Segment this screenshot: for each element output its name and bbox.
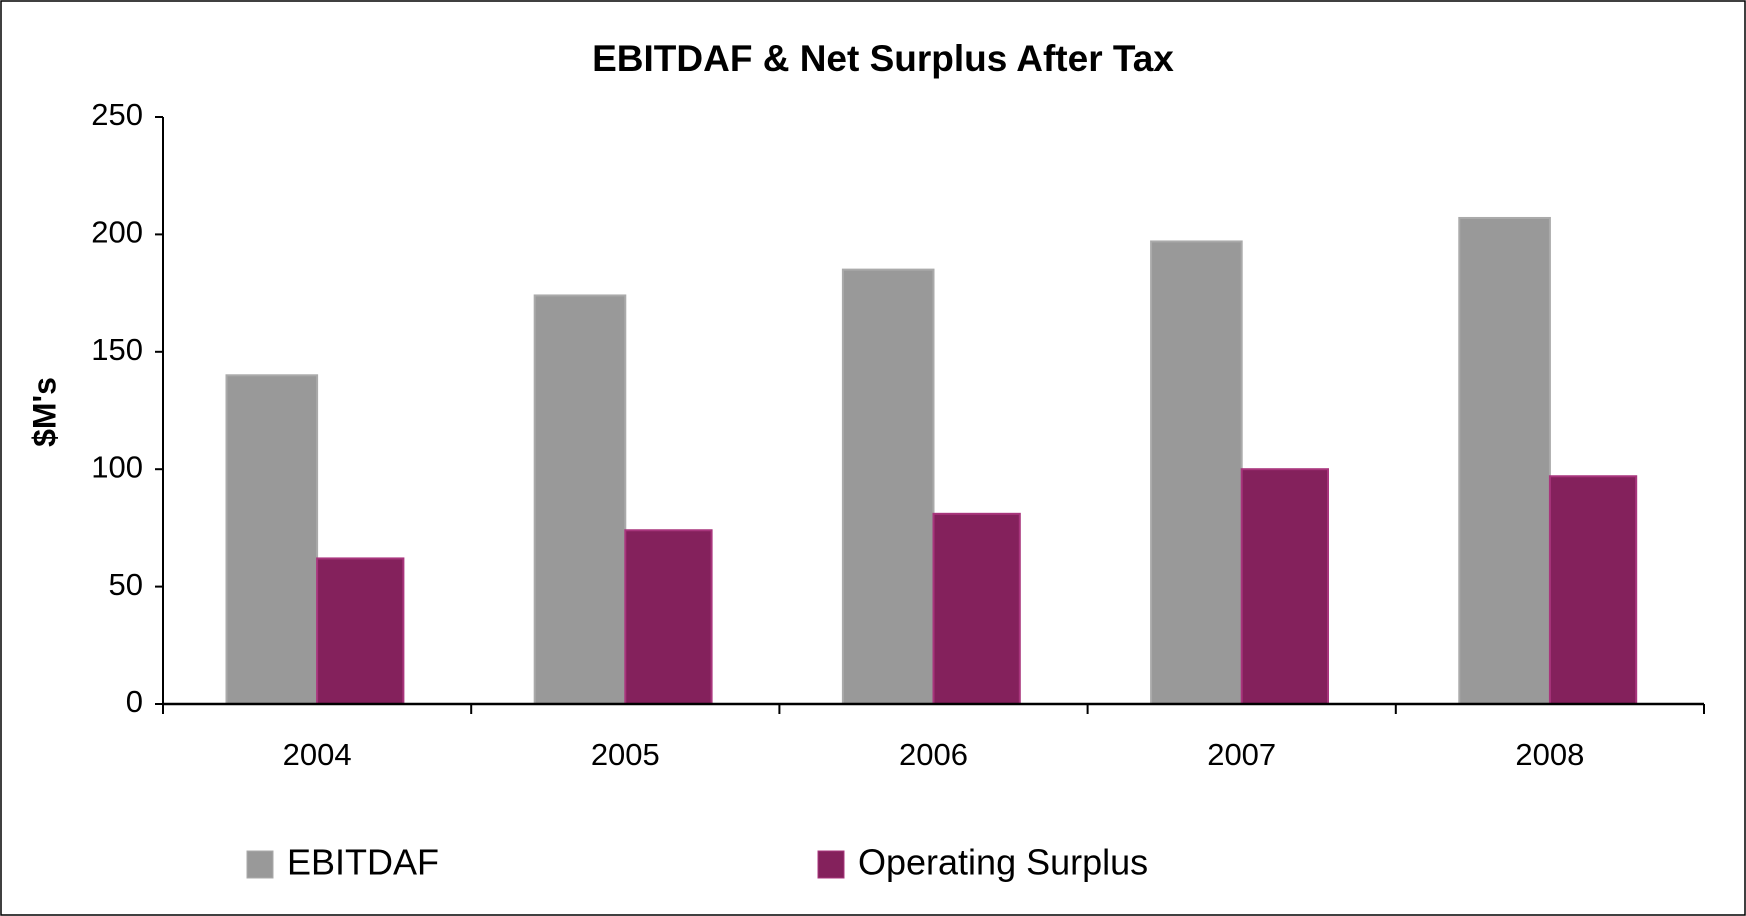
bar <box>1240 468 1329 706</box>
x-tick-label: 2008 <box>1515 737 1584 772</box>
bar <box>1548 475 1638 705</box>
bar <box>1458 216 1551 706</box>
y-tick-label: 200 <box>91 215 143 250</box>
bar <box>932 512 1021 706</box>
y-tick-label: 50 <box>109 567 143 602</box>
legend-label: Operating Surplus <box>858 842 1148 883</box>
y-tick-label: 150 <box>91 332 143 367</box>
y-tick-label: 100 <box>91 449 143 484</box>
legend-swatch <box>246 850 274 879</box>
bar <box>624 529 713 705</box>
bar <box>841 268 935 705</box>
x-tick-label: 2007 <box>1207 737 1276 772</box>
chart-title: EBITDAF & Net Surplus After Tax <box>592 38 1174 79</box>
bar <box>1150 240 1243 705</box>
x-tick-label: 2005 <box>591 737 660 772</box>
bar <box>316 557 405 706</box>
y-tick-label: 0 <box>126 684 143 719</box>
legend-swatch <box>817 850 845 879</box>
legend-label: EBITDAF <box>287 842 439 883</box>
y-tick-label: 250 <box>91 97 143 132</box>
x-tick-label: 2006 <box>899 737 968 772</box>
bar <box>225 374 319 705</box>
x-tick-label: 2004 <box>283 737 352 772</box>
y-axis-label: $M's <box>26 377 62 447</box>
bar <box>533 294 627 705</box>
